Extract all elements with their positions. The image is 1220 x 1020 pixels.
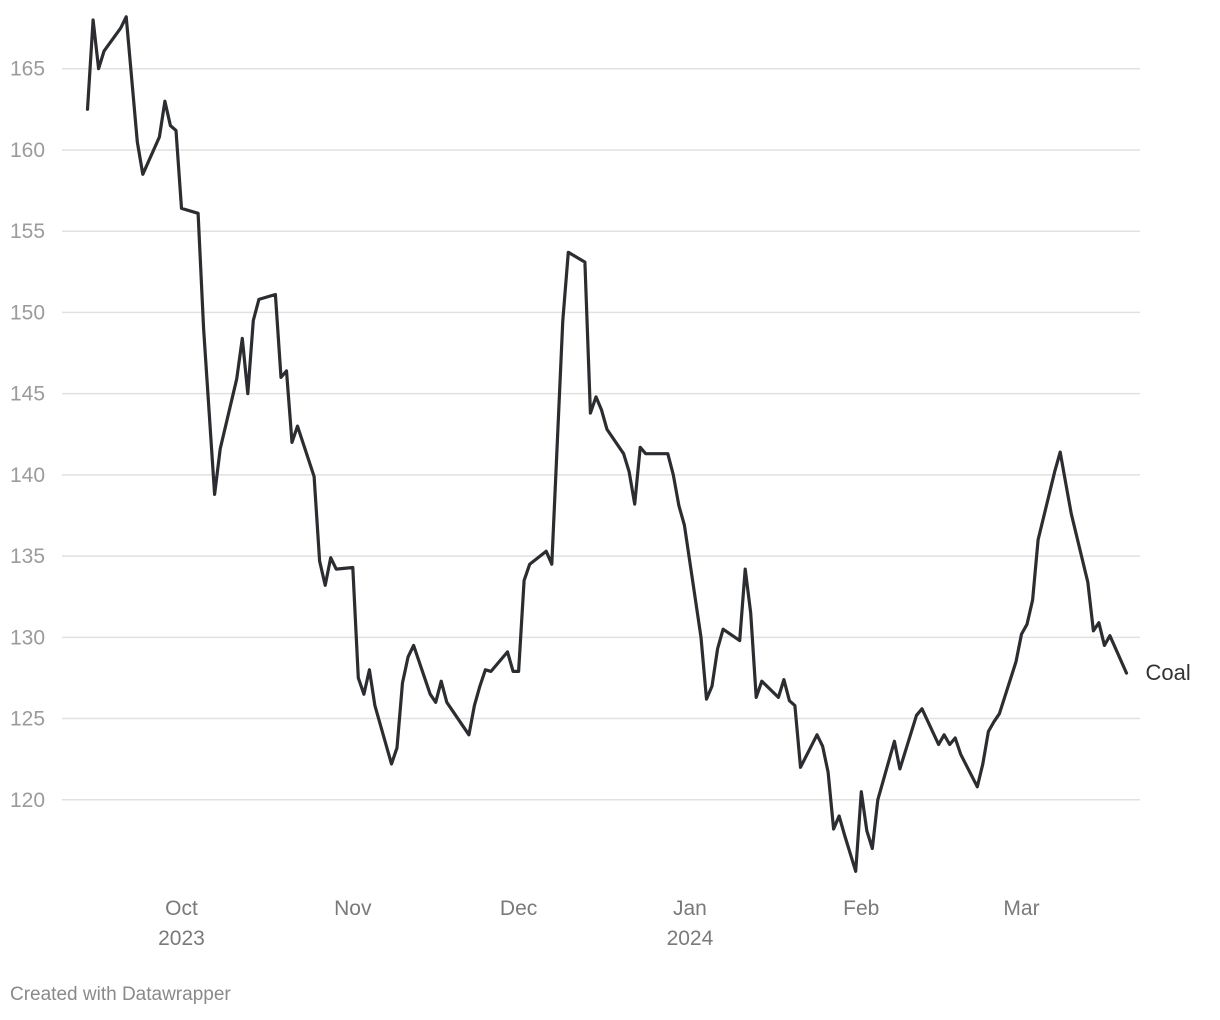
gridlines: [62, 67, 1140, 801]
x-tick-label-dec: Dec: [500, 897, 537, 920]
y-tick-label-130: 130: [10, 626, 45, 649]
x-tick-label-oct: Oct: [165, 897, 198, 920]
y-tick-label-150: 150: [10, 301, 45, 324]
y-tick-label-125: 125: [10, 708, 45, 731]
y-tick-label-145: 145: [10, 383, 45, 406]
x-tick-label-feb: Feb: [843, 897, 879, 920]
series-lines: [85, 15, 1129, 873]
y-tick-label-165: 165: [10, 58, 45, 81]
y-tick-label-135: 135: [10, 545, 45, 568]
x-tick-label-nov: Nov: [334, 897, 372, 920]
footer-credit: Created with Datawrapper: [10, 984, 231, 1005]
x-tick-sublabel-2024: 2024: [667, 927, 714, 950]
y-tick-label-160: 160: [10, 139, 45, 162]
y-tick-label-140: 140: [10, 464, 45, 487]
y-tick-label-155: 155: [10, 220, 45, 243]
y-axis-ticks: 120 125 130 135 140 145 150 155 160 165: [10, 58, 45, 812]
line-chart: 120 125 130 135 140 145 150 155 160 165 Oct 2023 No…: [10, 15, 1191, 950]
x-tick-sublabel-2023: 2023: [158, 927, 205, 950]
x-tick-label-jan: Jan: [673, 897, 707, 920]
x-tick-label-mar: Mar: [1003, 897, 1039, 920]
series-line-coal: [85, 15, 1129, 873]
series-labels: Coal: [1146, 660, 1191, 685]
series-label-coal: Coal: [1146, 660, 1191, 685]
x-axis-ticks: Oct 2023 Nov Dec Jan 2024 Feb Mar: [158, 897, 1039, 950]
y-tick-label-120: 120: [10, 789, 45, 812]
